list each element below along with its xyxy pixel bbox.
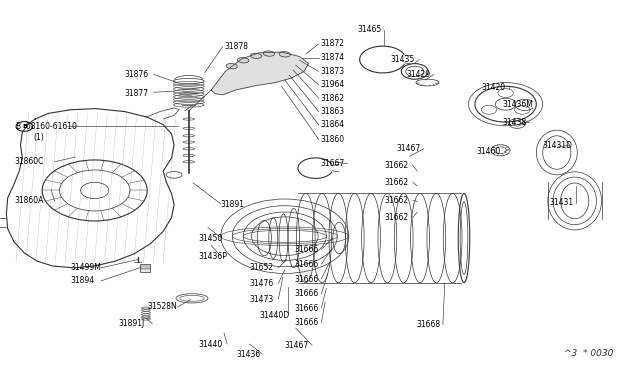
Text: 31436M: 31436M: [502, 100, 533, 109]
Text: 31877: 31877: [125, 89, 149, 97]
Text: 31473: 31473: [250, 295, 274, 304]
Text: 31862: 31862: [320, 94, 344, 103]
Text: 31860C: 31860C: [14, 157, 44, 166]
Text: ^3  * 0030: ^3 * 0030: [564, 349, 613, 358]
Text: 31420: 31420: [481, 83, 506, 92]
Bar: [140, 264, 150, 272]
Text: 31662: 31662: [384, 213, 408, 222]
Text: 31662: 31662: [384, 196, 408, 205]
Text: 31436: 31436: [237, 350, 261, 359]
Text: 31667: 31667: [320, 159, 344, 168]
Text: 31964: 31964: [320, 80, 344, 89]
Text: 31476: 31476: [250, 279, 274, 288]
Text: 31435: 31435: [390, 55, 415, 64]
Text: 31891: 31891: [221, 200, 244, 209]
Text: 31429: 31429: [406, 70, 431, 79]
Text: 31431D: 31431D: [543, 141, 573, 150]
Text: 31872: 31872: [320, 39, 344, 48]
Text: 31891J: 31891J: [118, 319, 145, 328]
Text: 31666: 31666: [294, 304, 319, 312]
Text: 31860A: 31860A: [14, 196, 44, 205]
Ellipse shape: [279, 52, 291, 57]
Ellipse shape: [237, 58, 249, 63]
Text: 31662: 31662: [384, 161, 408, 170]
Text: 31465: 31465: [357, 25, 381, 34]
Text: 31467: 31467: [285, 341, 309, 350]
Text: 31666: 31666: [294, 289, 319, 298]
Text: 31876: 31876: [125, 70, 149, 79]
Text: 31668: 31668: [416, 320, 440, 329]
Ellipse shape: [250, 53, 262, 58]
Text: 31440: 31440: [198, 340, 223, 349]
Text: 31652: 31652: [250, 263, 274, 272]
Text: 31460: 31460: [477, 147, 501, 156]
Text: 31878: 31878: [224, 42, 248, 51]
Ellipse shape: [226, 64, 237, 69]
Text: 31874: 31874: [320, 53, 344, 62]
Text: 31467: 31467: [397, 144, 421, 153]
Text: 31894: 31894: [70, 276, 95, 285]
Text: 31499M: 31499M: [70, 263, 101, 272]
Text: 31666: 31666: [294, 245, 319, 254]
Ellipse shape: [263, 51, 275, 56]
Text: 31438: 31438: [502, 118, 527, 126]
Text: 31666: 31666: [294, 318, 319, 327]
Text: 31873: 31873: [320, 67, 344, 76]
Text: 31528N: 31528N: [147, 302, 177, 311]
Text: (1): (1): [33, 133, 44, 142]
Text: 31863: 31863: [320, 107, 344, 116]
Text: B  08160-61610: B 08160-61610: [16, 122, 77, 131]
Text: 31431: 31431: [549, 198, 573, 207]
Text: 31662: 31662: [384, 178, 408, 187]
Text: 31436P: 31436P: [198, 252, 227, 261]
Text: 31666: 31666: [294, 260, 319, 269]
Text: 31860: 31860: [320, 135, 344, 144]
Text: 31440D: 31440D: [259, 311, 289, 320]
Polygon shape: [211, 52, 308, 95]
Text: B: B: [22, 124, 27, 129]
Text: 31666: 31666: [294, 275, 319, 283]
Text: 31864: 31864: [320, 121, 344, 129]
Text: 31450: 31450: [198, 234, 223, 243]
